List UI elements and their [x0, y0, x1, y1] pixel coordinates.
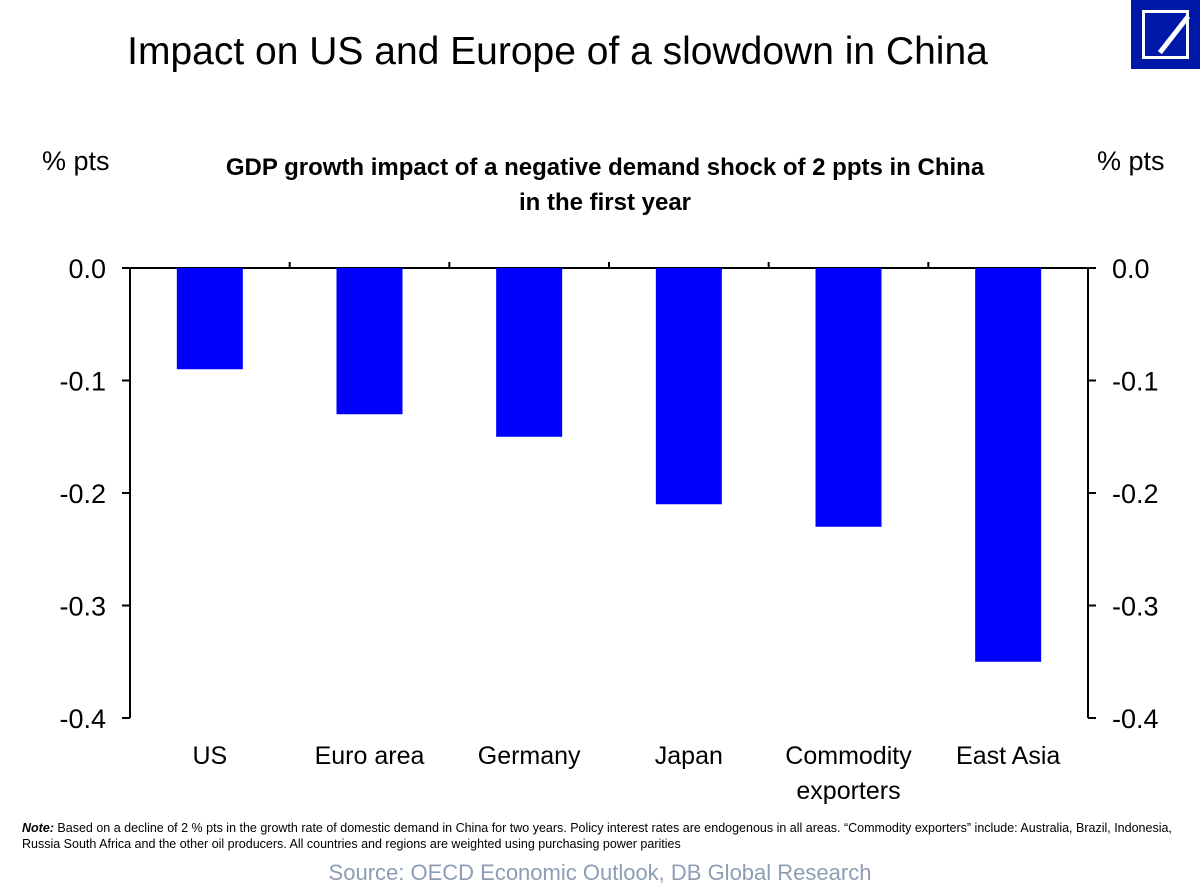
category-label: East Asia: [956, 742, 1060, 770]
bar: [496, 268, 563, 437]
y-tick-label-right: 0.0: [1112, 254, 1150, 284]
bar: [655, 268, 722, 505]
bar: [815, 268, 882, 527]
category-label: Commodity: [785, 742, 912, 770]
slide-title: Impact on US and Europe of a slowdown in…: [127, 30, 988, 73]
category-label: exporters: [796, 777, 900, 805]
category-label: US: [192, 742, 227, 770]
chart-title: GDP growth impact of a negative demand s…: [150, 150, 1060, 220]
y-tick-label-left: -0.4: [59, 704, 106, 734]
footnote: Note: Based on a decline of 2 % pts in t…: [22, 820, 1182, 852]
category-label: Euro area: [315, 742, 425, 770]
y-axis-unit-left: % pts: [42, 146, 110, 176]
y-tick-label-left: -0.1: [59, 367, 106, 397]
y-tick-label-right: -0.1: [1112, 367, 1159, 397]
category-label: Japan: [655, 742, 723, 770]
bar: [336, 268, 403, 415]
source-line: Source: OECD Economic Outlook, DB Global…: [328, 860, 872, 885]
y-tick-label-right: -0.3: [1112, 592, 1159, 622]
bar: [975, 268, 1042, 662]
deutsche-bank-logo: [1131, 0, 1200, 69]
chart-title-line1: GDP growth impact of a negative demand s…: [225, 154, 985, 181]
y-tick-label-right: -0.4: [1112, 704, 1159, 734]
note-text: Based on a decline of 2 % pts in the gro…: [22, 821, 1172, 851]
y-tick-label-left: -0.2: [59, 479, 106, 509]
logo-box: [1142, 10, 1191, 59]
y-tick-label-left: -0.3: [59, 592, 106, 622]
chart-title-line2: in the first year: [518, 189, 692, 216]
bar: [176, 268, 243, 370]
y-tick-label-left: 0.0: [68, 254, 106, 284]
y-tick-label-right: -0.2: [1112, 479, 1159, 509]
category-label: Germany: [478, 742, 581, 770]
y-axis-unit-right: % pts: [1097, 146, 1165, 176]
note-label: Note:: [22, 821, 54, 835]
